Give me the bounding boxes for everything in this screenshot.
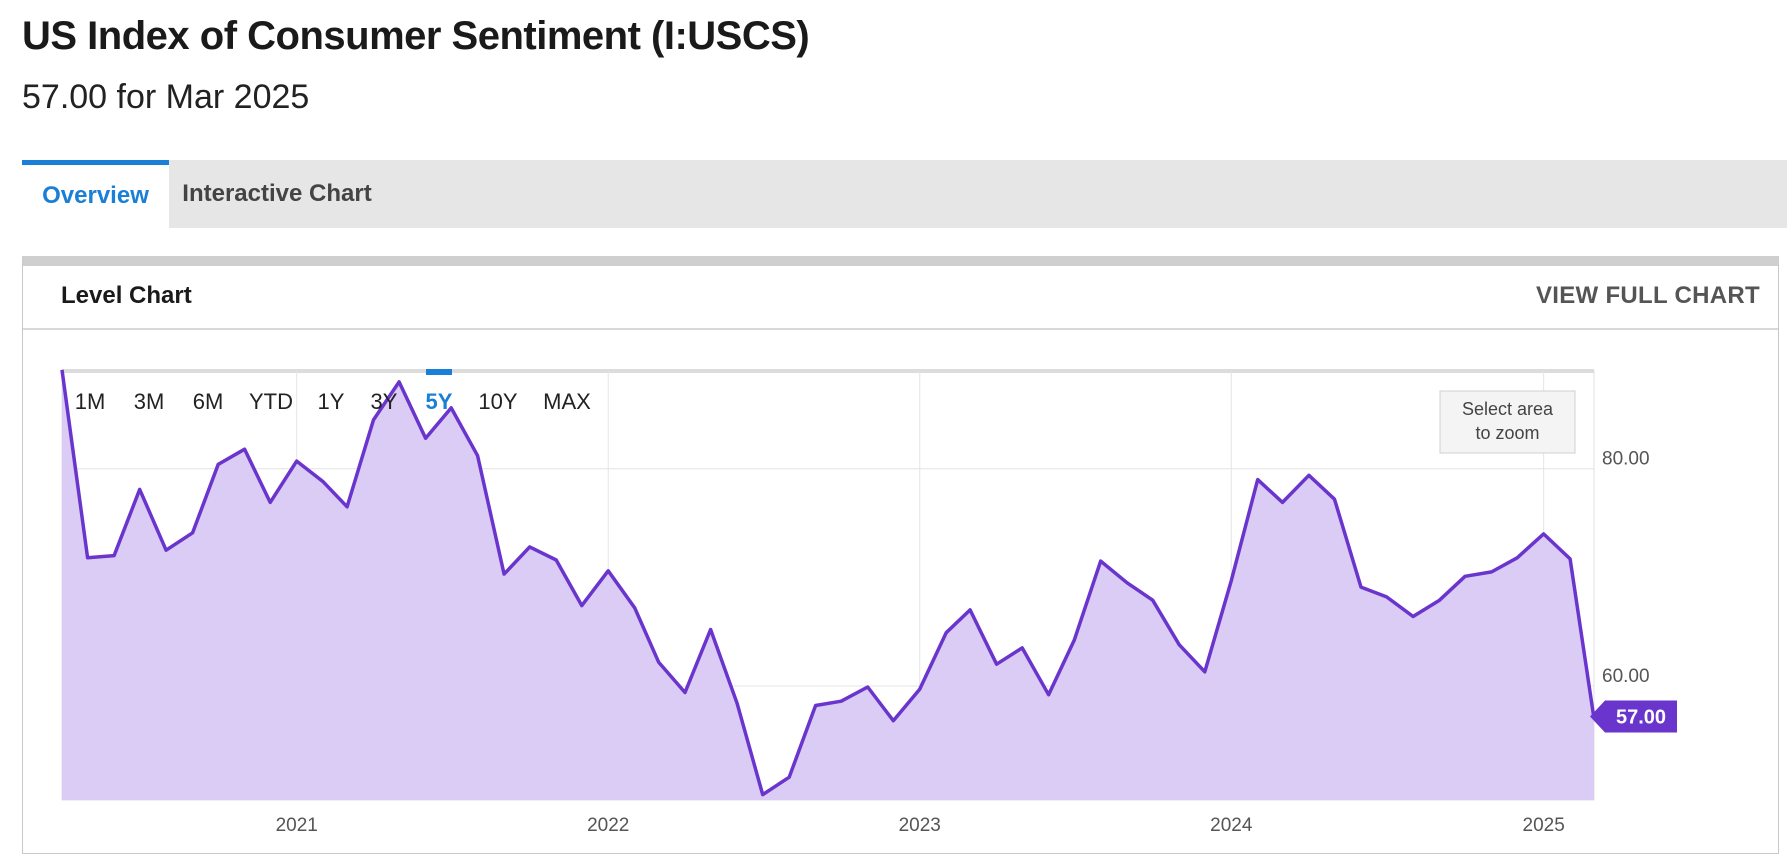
zoom-hint-box bbox=[1439, 390, 1576, 454]
range-button-label: 1M bbox=[75, 389, 106, 414]
data-point[interactable] bbox=[241, 445, 249, 453]
data-point[interactable] bbox=[1461, 572, 1469, 580]
data-point[interactable] bbox=[707, 626, 715, 634]
range-button-3m[interactable]: 3M bbox=[123, 381, 175, 421]
data-point[interactable] bbox=[293, 457, 301, 465]
y-tick-label: 80.00 bbox=[1602, 449, 1650, 470]
data-point[interactable] bbox=[1149, 596, 1157, 604]
data-point[interactable] bbox=[1175, 641, 1183, 649]
range-button-label: 6M bbox=[193, 389, 224, 414]
data-point[interactable] bbox=[631, 604, 639, 612]
panel-title: Level Chart bbox=[61, 282, 192, 309]
data-point[interactable] bbox=[1513, 554, 1521, 562]
range-button-6m[interactable]: 6M bbox=[182, 381, 234, 421]
range-button-3y[interactable]: 3Y bbox=[358, 381, 410, 421]
x-tick-label: 2025 bbox=[1523, 815, 1565, 836]
data-point[interactable] bbox=[1409, 613, 1417, 621]
page-subtitle: 57.00 for Mar 2025 bbox=[22, 78, 310, 116]
data-point[interactable] bbox=[1566, 555, 1574, 563]
data-point[interactable] bbox=[162, 546, 170, 554]
data-point[interactable] bbox=[500, 570, 508, 578]
range-button-max[interactable]: MAX bbox=[541, 381, 593, 421]
page-title: US Index of Consumer Sentiment (I:USCS) bbox=[22, 14, 810, 58]
data-point[interactable] bbox=[785, 773, 793, 781]
data-point[interactable] bbox=[1045, 691, 1053, 699]
data-point[interactable] bbox=[1123, 579, 1131, 587]
tab-bar: Overview Interactive Chart bbox=[22, 160, 1787, 228]
data-point[interactable] bbox=[655, 658, 663, 666]
view-full-chart-link[interactable]: VIEW FULL CHART bbox=[1535, 282, 1760, 309]
tab-interactive-chart[interactable]: Interactive Chart bbox=[182, 180, 372, 207]
range-button-label: MAX bbox=[543, 389, 591, 414]
data-point[interactable] bbox=[966, 606, 974, 614]
data-point[interactable] bbox=[189, 529, 197, 537]
range-button-10y[interactable]: 10Y bbox=[472, 381, 524, 421]
data-point[interactable] bbox=[733, 699, 741, 707]
range-button-1y[interactable]: 1Y bbox=[305, 381, 357, 421]
range-button-label: 3Y bbox=[371, 389, 398, 414]
series-area bbox=[62, 369, 1594, 800]
data-point[interactable] bbox=[812, 702, 820, 710]
data-point[interactable] bbox=[942, 629, 950, 637]
data-point[interactable] bbox=[837, 697, 845, 705]
data-point[interactable] bbox=[1331, 495, 1339, 503]
data-point[interactable] bbox=[474, 452, 482, 460]
range-button-5y[interactable]: 5Y bbox=[413, 369, 465, 421]
data-point[interactable] bbox=[578, 602, 586, 610]
zoom-hint-text: to zoom bbox=[1475, 423, 1539, 443]
zoom-hint-text: Select area bbox=[1462, 399, 1554, 419]
data-point[interactable] bbox=[1357, 583, 1365, 591]
x-tick-label: 2021 bbox=[276, 815, 318, 836]
data-point[interactable] bbox=[84, 554, 92, 562]
tab-overview[interactable]: Overview bbox=[22, 160, 169, 228]
series-line[interactable] bbox=[60, 369, 1596, 797]
data-point[interactable] bbox=[889, 717, 897, 725]
range-button-label: 10Y bbox=[478, 389, 517, 414]
data-point[interactable] bbox=[604, 567, 612, 575]
data-point[interactable] bbox=[1018, 644, 1026, 652]
data-point[interactable] bbox=[1097, 557, 1105, 565]
range-button-label: 3M bbox=[134, 389, 165, 414]
x-tick-label: 2022 bbox=[587, 815, 629, 836]
data-point[interactable] bbox=[1227, 577, 1235, 585]
data-point[interactable] bbox=[1201, 668, 1209, 676]
data-point[interactable] bbox=[1383, 593, 1391, 601]
range-button-ytd[interactable]: YTD bbox=[245, 381, 297, 421]
last-value-label: 57.00 bbox=[1616, 707, 1666, 729]
data-point[interactable] bbox=[1254, 476, 1262, 484]
data-point[interactable] bbox=[1488, 568, 1496, 576]
range-button-label: 5Y bbox=[426, 389, 453, 414]
data-point[interactable] bbox=[343, 503, 351, 511]
data-point[interactable] bbox=[526, 543, 534, 551]
data-point[interactable] bbox=[58, 366, 66, 374]
data-point[interactable] bbox=[136, 485, 144, 493]
data-point[interactable] bbox=[214, 460, 222, 468]
range-button-label: 1Y bbox=[318, 389, 345, 414]
data-point[interactable] bbox=[759, 791, 767, 799]
data-point[interactable] bbox=[993, 660, 1001, 668]
data-point[interactable] bbox=[110, 552, 118, 560]
range-selected-indicator bbox=[426, 369, 452, 375]
y-tick-label: 60.00 bbox=[1602, 666, 1650, 687]
data-point[interactable] bbox=[1279, 498, 1287, 506]
data-point[interactable] bbox=[319, 478, 327, 486]
range-button-label: YTD bbox=[249, 389, 293, 414]
data-point[interactable] bbox=[1540, 530, 1548, 538]
data-point[interactable] bbox=[681, 689, 689, 697]
data-point[interactable] bbox=[266, 498, 274, 506]
data-point[interactable] bbox=[864, 683, 872, 691]
data-point[interactable] bbox=[552, 556, 560, 564]
data-point[interactable] bbox=[422, 434, 430, 442]
x-tick-label: 2024 bbox=[1210, 815, 1253, 836]
last-value-badge bbox=[1590, 700, 1677, 733]
data-point[interactable] bbox=[1070, 636, 1078, 644]
data-point[interactable] bbox=[916, 685, 924, 693]
data-point[interactable] bbox=[1305, 471, 1313, 479]
data-point[interactable] bbox=[1436, 596, 1444, 604]
range-button-1m[interactable]: 1M bbox=[64, 381, 116, 421]
x-tick-label: 2023 bbox=[899, 815, 941, 836]
panel-header: Level Chart VIEW FULL CHART bbox=[23, 266, 1778, 330]
